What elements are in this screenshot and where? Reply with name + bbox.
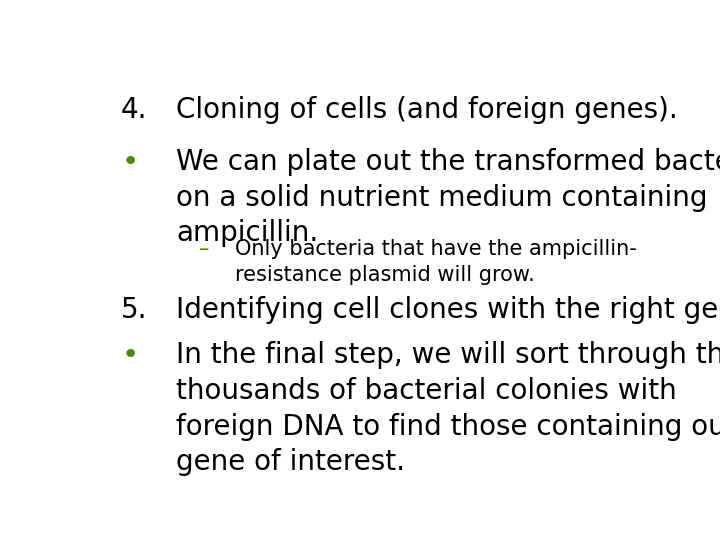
Text: •: • [122,341,139,369]
Text: 4.: 4. [121,96,147,124]
Text: We can plate out the transformed bacteria
on a solid nutrient medium containing
: We can plate out the transformed bacteri… [176,148,720,247]
Text: –: – [199,239,210,259]
Text: Identifying cell clones with the right gene.: Identifying cell clones with the right g… [176,295,720,323]
Text: In the final step, we will sort through the
thousands of bacterial colonies with: In the final step, we will sort through … [176,341,720,476]
Text: •: • [122,148,139,176]
Text: Cloning of cells (and foreign genes).: Cloning of cells (and foreign genes). [176,96,678,124]
Text: Only bacteria that have the ampicillin-
resistance plasmid will grow.: Only bacteria that have the ampicillin- … [235,239,636,285]
Text: 5.: 5. [121,295,147,323]
